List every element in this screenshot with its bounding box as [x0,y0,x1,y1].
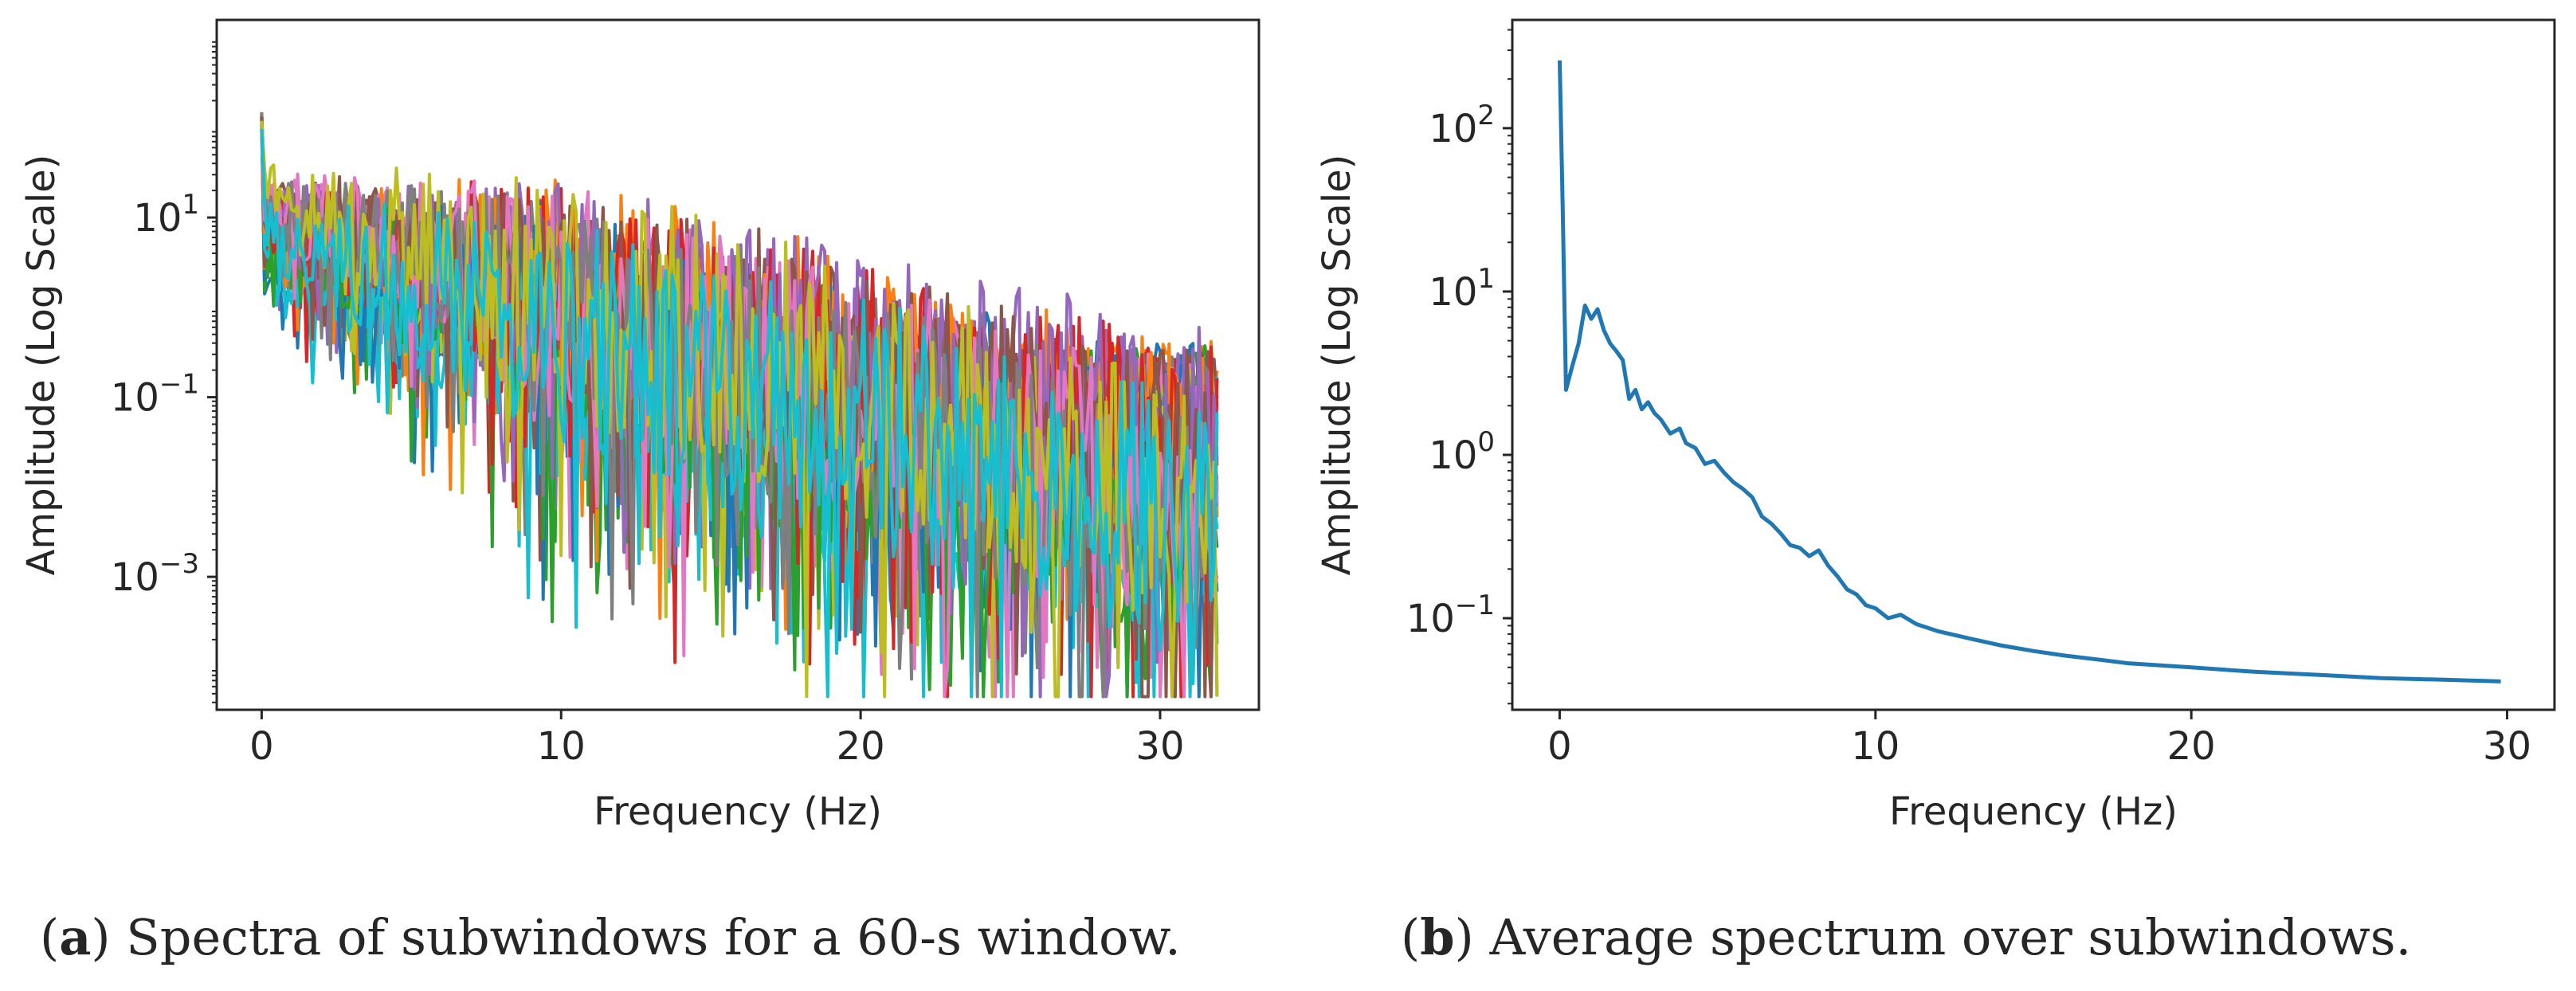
panel-a-axes: 0 10 20 30 101 10−1 10−3 [111,41,1185,769]
caption-b-tag: b [1420,908,1455,966]
panel-a-series-line [260,129,1219,699]
panel-a-y-tick-label: 101 [133,189,199,241]
panel-a-x-axis-label: Frequency (Hz) [594,789,882,834]
caption-a-text: Spectra of subwindows for a 60-s window. [126,908,1181,966]
caption-a-tag: a [59,908,92,966]
panel-b-y-tick-label: 10−1 [1406,590,1495,641]
panel-a-y-axis-label: Amplitude (Log Scale) [19,155,64,576]
panel-a-y-tick-label: 10−3 [111,548,199,600]
caption-b-text: Average spectrum over subwindows. [1489,908,2412,966]
panel-b-y-axis-label: Amplitude (Log Scale) [1315,155,1359,576]
panel-a-plot-frame [215,18,1261,711]
caption-a: (a) Spectra of subwindows for a 60-s win… [40,908,1181,966]
panel-a-x-tick-label: 20 [837,724,885,769]
panel-b-axes: 0 10 20 30 102 101 100 10−1 [1406,29,2531,769]
panel-a-series-line [260,120,1219,699]
panel-b-y-tick-label: 100 [1429,426,1495,478]
panel-a-x-tick-label: 0 [249,724,274,769]
panel-b-y-tick-label: 101 [1429,263,1495,315]
panel-b-series-group [1558,60,2501,684]
panel-b-average-line [1558,60,2501,684]
panel-a-series-group [260,112,1219,699]
panel-a-chart: 0 10 20 30 101 10−1 10−3 Frequency (Hz) Amplit… [19,18,1261,834]
panel-a-x-tick-label: 30 [1135,724,1184,769]
caption-b: (b) Average spectrum over subwindows. [1401,908,2412,966]
panel-b-x-axis-label: Frequency (Hz) [1889,789,2178,834]
panel-b-x-tick-label: 10 [1851,724,1900,769]
panel-b-x-tick-label: 20 [2167,724,2216,769]
panel-b-plot-frame [1511,18,2556,711]
panel-b-x-tick-label: 0 [1547,724,1572,769]
panel-b-y-tick-label: 102 [1429,100,1495,151]
panel-b-chart: 0 10 20 30 102 101 100 10−1 Frequency (Hz) Ampl… [1315,18,2556,834]
panel-a-y-tick-label: 10−1 [111,369,199,421]
panel-b-x-tick-label: 30 [2483,724,2531,769]
panel-a-x-tick-label: 10 [537,724,586,769]
